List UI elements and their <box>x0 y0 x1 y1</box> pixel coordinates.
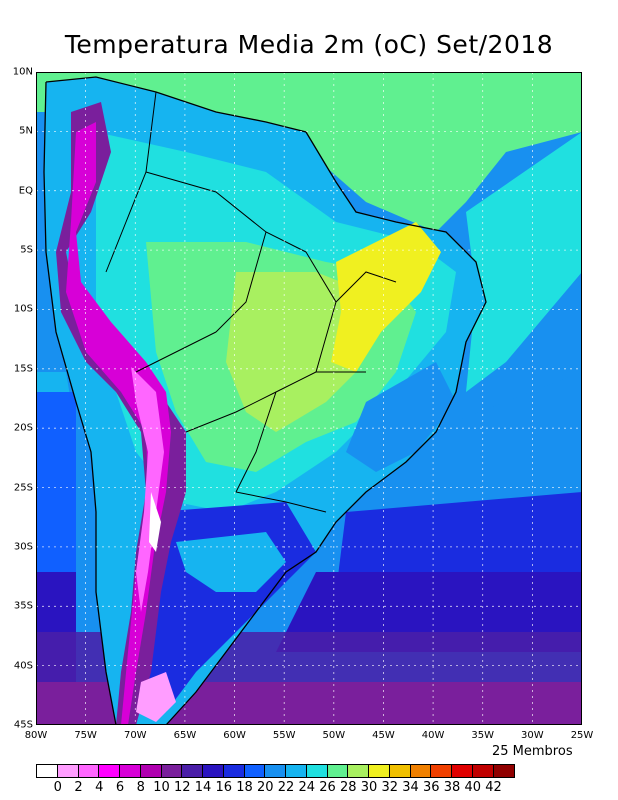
colorbar-tick-label: 4 <box>95 780 104 795</box>
colorbar-tick-label: 14 <box>194 780 212 795</box>
lat-tick-label: 5S <box>20 244 33 256</box>
colorbar-tick-label: 30 <box>360 780 378 795</box>
colorbar-swatch <box>244 765 266 777</box>
map-title: Temperatura Media 2m (oC) Set/2018 <box>64 30 554 59</box>
colorbar-tick-label: 6 <box>115 780 125 795</box>
lat-tick-label: 45S <box>13 719 33 731</box>
grid-lines <box>36 72 582 725</box>
colorbar-swatch <box>37 765 58 777</box>
temperature-map <box>36 72 582 725</box>
colorbar-tick-label: 24 <box>298 780 316 795</box>
lat-tick-label: 10S <box>13 303 33 315</box>
colorbar-swatch <box>452 765 473 777</box>
andes-coldest-zone <box>131 367 164 612</box>
colorbar-swatch <box>306 765 328 777</box>
ocean-cyan-zone <box>466 132 582 392</box>
lon-tick-label: 80W <box>24 730 48 741</box>
lon-tick-label: 65W <box>173 730 197 741</box>
lat-tick-label: 20S <box>13 422 33 434</box>
colorbar-tick-label: 0 <box>53 780 62 795</box>
colorbar-swatch <box>120 765 141 777</box>
colorbar-tick-label: 26 <box>319 780 336 795</box>
lat-tick-label: 35S <box>13 600 33 612</box>
colorbar-swatch <box>493 765 515 777</box>
colorbar-tick-label: 32 <box>381 780 399 795</box>
colorbar-swatch <box>203 765 224 777</box>
lat-tick-label: 30S <box>13 541 33 553</box>
colorbar-swatch <box>327 765 349 777</box>
andes-cold-zone <box>56 102 186 725</box>
colorbar-swatch <box>99 765 120 777</box>
colorbar-tick-label: 20 <box>256 780 274 795</box>
lat-tick-label: 10N <box>12 66 33 78</box>
colorbar-tick-label: 42 <box>485 780 502 795</box>
lon-tick-label: 40W <box>421 730 445 741</box>
colorbar-swatch <box>57 765 79 777</box>
colorbar-swatch <box>286 765 307 777</box>
colorbar-tick-label: 36 <box>422 780 440 795</box>
colorbar-tick-label: 12 <box>173 780 191 795</box>
colorbar-swatch <box>78 765 100 777</box>
lat-tick-label: 15S <box>13 363 33 375</box>
land-zone-22 <box>346 362 456 472</box>
colorbar <box>36 764 516 778</box>
country-borders <box>105 91 397 513</box>
colorbar-tick-label: 38 <box>443 780 461 795</box>
colorbar-swatch <box>348 765 369 777</box>
map-border <box>36 72 582 725</box>
temperature-map-svg <box>36 72 582 725</box>
members-label: 25 Membros <box>492 744 573 759</box>
coastline <box>43 76 487 725</box>
lon-tick-label: 60W <box>223 730 246 741</box>
colorbar-swatch <box>161 765 183 777</box>
lon-tick-label: 75W <box>74 730 97 741</box>
lon-tick-label: 55W <box>272 730 296 741</box>
lon-tick-label: 45W <box>372 730 395 741</box>
colorbar-swatch <box>223 765 245 777</box>
colorbar-tick-label: 16 <box>215 780 233 795</box>
colorbar-tick-label: 10 <box>153 780 170 795</box>
colorbar-swatch <box>265 765 286 777</box>
colorbar-swatch <box>472 765 494 777</box>
land-zone-32 <box>331 222 441 372</box>
lon-tick-label: 25W <box>570 730 594 741</box>
colorbar-tick-label: 2 <box>74 780 83 795</box>
colorbar-swatch <box>431 765 452 777</box>
colorbar-tick-label: 18 <box>236 780 253 795</box>
ocean-band-18 <box>336 492 582 592</box>
colorbar-tick-label: 8 <box>136 780 145 795</box>
colorbar-tick-label: 28 <box>339 780 357 795</box>
lat-tick-label: 40S <box>13 660 33 672</box>
colorbar-swatch <box>389 765 411 777</box>
colorbar-tick-label: 40 <box>464 780 482 795</box>
colorbar-tick-label: 22 <box>277 780 295 795</box>
lon-tick-label: 35W <box>471 730 495 741</box>
lat-tick-label: 25S <box>13 482 33 494</box>
colorbar-swatch <box>182 765 203 777</box>
lon-tick-label: 50W <box>322 730 346 741</box>
colorbar-tick-label: 34 <box>402 780 419 795</box>
colorbar-swatch <box>369 765 390 777</box>
lat-tick-label: 5N <box>19 125 33 137</box>
colorbar-swatch <box>410 765 432 777</box>
lon-tick-label: 70W <box>123 730 147 741</box>
lat-tick-label: EQ <box>18 185 33 197</box>
colorbar-swatch <box>140 765 162 777</box>
lon-tick-label: 30W <box>521 730 544 741</box>
